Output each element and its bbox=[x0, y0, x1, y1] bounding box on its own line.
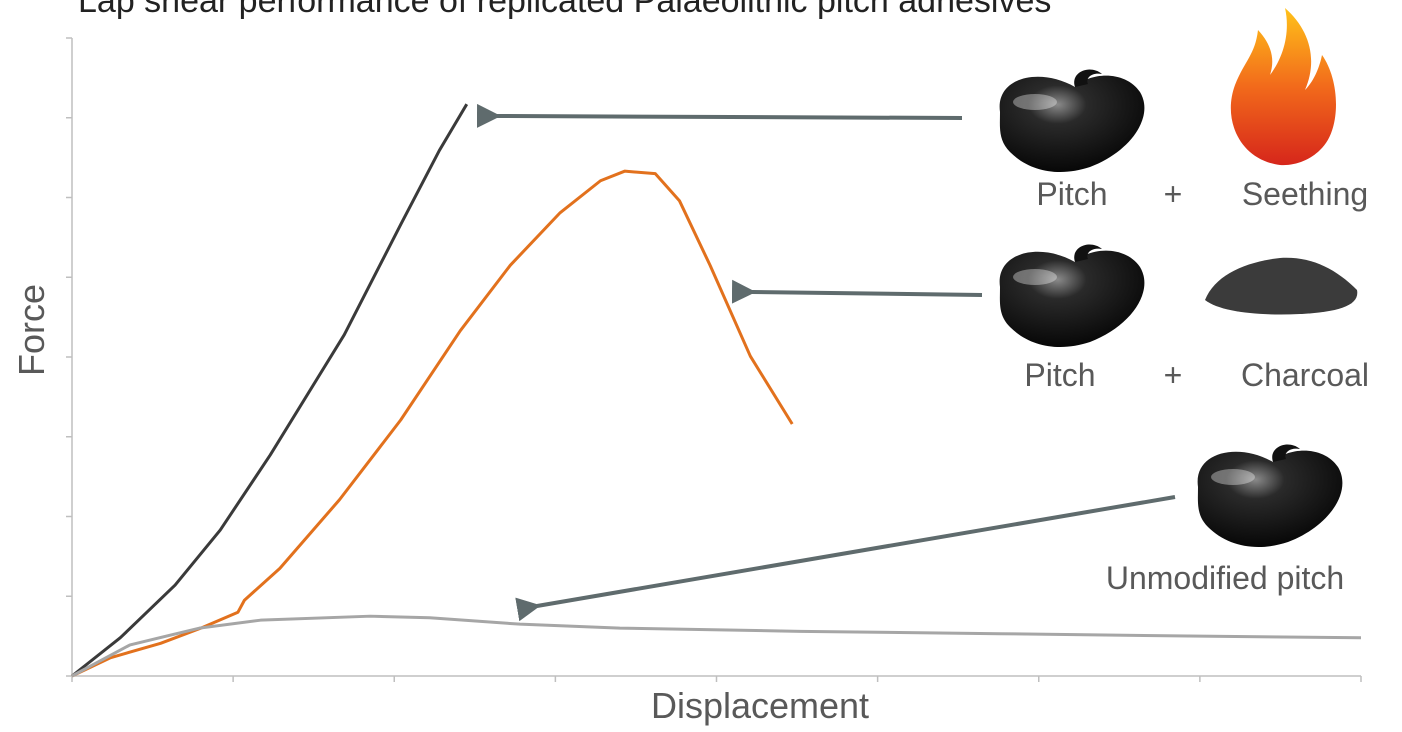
charcoal-image bbox=[1205, 257, 1358, 315]
annotation: Unmodified pitch bbox=[1106, 560, 1344, 596]
data-line bbox=[71, 614, 1362, 678]
fire-image bbox=[1230, 8, 1336, 166]
arrow bbox=[731, 279, 983, 304]
annotation: Seething bbox=[1242, 176, 1368, 212]
arrow bbox=[515, 495, 1176, 622]
arrow bbox=[476, 103, 963, 128]
arrows bbox=[476, 103, 1176, 622]
x-axis-label: Displacement bbox=[651, 685, 869, 726]
data-line bbox=[71, 169, 794, 678]
data-line bbox=[71, 103, 469, 678]
annotation: Pitch bbox=[1024, 357, 1095, 393]
pitch-image bbox=[1197, 444, 1343, 547]
chart-title: Lap shear performance of replicated Pala… bbox=[78, 0, 1051, 20]
annotation: + bbox=[1164, 176, 1183, 212]
illustrations bbox=[999, 8, 1358, 547]
pitch-image bbox=[999, 69, 1145, 172]
y-axis-label: Force bbox=[11, 284, 52, 376]
annotation: Pitch bbox=[1036, 176, 1107, 212]
pitch-image bbox=[999, 244, 1145, 347]
annotation: Charcoal bbox=[1241, 357, 1369, 393]
annotation: + bbox=[1164, 357, 1183, 393]
